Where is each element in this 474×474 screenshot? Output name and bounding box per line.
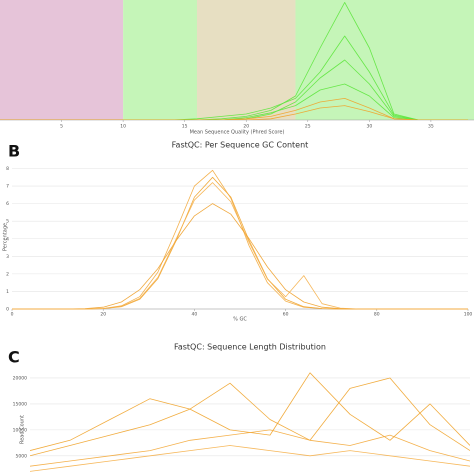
y-tick-label: 20000 xyxy=(13,375,27,381)
y-tick-label: 4 xyxy=(6,236,9,242)
plot-lines xyxy=(0,2,468,120)
x-tick-label: 25 xyxy=(305,124,311,130)
y-tick-label: 2 xyxy=(6,271,9,277)
y-tick-label: 3 xyxy=(6,254,9,260)
series-line xyxy=(30,429,470,467)
x-axis-label: % GC xyxy=(233,317,247,323)
y-axis-label: Read Count xyxy=(20,415,26,444)
plot-lines xyxy=(12,169,468,310)
x-axis-label: Mean Sequence Quality (Phred Score) xyxy=(190,130,285,136)
plot-lines xyxy=(30,372,470,472)
y-tick-label: 15000 xyxy=(13,401,27,407)
x-tick-label: 5 xyxy=(60,124,63,130)
y-axis-label: Percentage xyxy=(3,223,9,251)
zone-band xyxy=(295,0,474,120)
panel-label: B xyxy=(8,142,20,161)
zone-band xyxy=(0,0,124,120)
series-line xyxy=(0,35,468,120)
series-line xyxy=(12,182,468,310)
chart-title: FastQC: Sequence Length Distribution xyxy=(174,343,326,352)
x-tick-label: 80 xyxy=(374,312,380,318)
y-tick-label: 1 xyxy=(6,289,9,295)
series-line xyxy=(0,83,468,120)
x-tick-label: 15 xyxy=(182,124,188,130)
x-tick-label: 20 xyxy=(100,312,106,318)
y-tick-label: 7 xyxy=(6,184,9,190)
zone-band xyxy=(196,0,296,120)
x-tick-label: 10 xyxy=(120,124,126,130)
panel-label: C xyxy=(8,348,20,367)
x-tick-label: 30 xyxy=(366,124,372,130)
y-tick-label: 5 xyxy=(6,219,9,225)
series-line xyxy=(0,2,468,120)
series-line xyxy=(30,377,470,457)
x-tick-label: 0 xyxy=(11,312,14,318)
y-tick-label: 8 xyxy=(6,166,9,172)
series-line xyxy=(0,98,468,120)
series-line xyxy=(12,169,468,310)
x-tick-label: 100 xyxy=(464,312,473,318)
y-tick-label: 0 xyxy=(6,307,9,313)
series-line xyxy=(0,105,468,120)
zone-band xyxy=(123,0,197,120)
y-tick-label: 6 xyxy=(6,201,9,207)
y-tick-label: 5000 xyxy=(16,453,28,459)
x-tick-label: 40 xyxy=(192,312,198,318)
x-tick-label: 35 xyxy=(428,124,434,130)
chart-title: FastQC: Per Sequence GC Content xyxy=(172,141,309,150)
x-tick-label: 20 xyxy=(243,124,249,130)
y-tick-label: 10000 xyxy=(13,427,27,433)
x-tick-label: 60 xyxy=(283,312,289,318)
series-line xyxy=(12,176,468,310)
series-line xyxy=(30,445,470,472)
